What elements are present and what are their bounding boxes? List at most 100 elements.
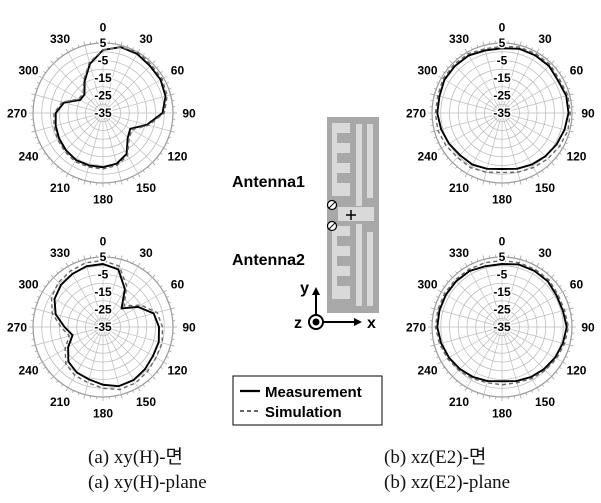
- outer-tick: [160, 152, 163, 155]
- outer-tick: [56, 166, 59, 169]
- grid-spoke: [501, 112, 563, 149]
- angle-label: 330: [449, 246, 469, 260]
- outer-tick: [170, 307, 175, 310]
- outer-tick: [163, 289, 168, 293]
- outer-tick: [61, 267, 64, 270]
- outer-tick: [120, 394, 123, 399]
- angle-label: 30: [538, 32, 552, 46]
- angle-label: 90: [581, 321, 595, 335]
- outer-tick: [160, 366, 163, 369]
- outer-tick: [536, 262, 540, 267]
- caption-a-english: (a) xy(H)-plane: [88, 472, 207, 493]
- grid-spoke: [35, 308, 104, 328]
- grid-spoke: [452, 63, 503, 114]
- outer-tick: [83, 180, 86, 185]
- outer-tick: [65, 387, 69, 392]
- grid-spoke: [102, 326, 171, 346]
- grid-spoke: [102, 112, 164, 149]
- outer-tick: [525, 178, 528, 182]
- outer-tick: [546, 380, 549, 383]
- outer-tick: [565, 82, 568, 84]
- outer-tick: [72, 261, 74, 264]
- outer-tick: [61, 53, 64, 56]
- outer-tick: [562, 289, 567, 293]
- grid-spoke: [42, 291, 104, 328]
- outer-tick: [436, 142, 439, 144]
- outer-tick: [120, 180, 123, 185]
- grid-spoke: [483, 259, 503, 328]
- angle-label: 180: [492, 193, 512, 207]
- outer-tick: [541, 170, 544, 173]
- outer-tick: [455, 166, 458, 169]
- outer-tick: [551, 376, 555, 380]
- angle-label: 60: [171, 64, 185, 78]
- outer-tick: [430, 130, 435, 133]
- polar-plot-xy-bottom: 5 -5 -15 -25 -35 0 30 60 90 120 150 180 210 240 270 300…: [7, 235, 196, 421]
- grid-spoke: [483, 326, 503, 395]
- outer-tick: [565, 296, 568, 298]
- polar-plot-xz-top: 5 -5 -15 -25 -35 0 30 60 90 120 150 180 210 240 270 300…: [406, 21, 595, 207]
- angle-label: 120: [566, 150, 586, 164]
- angle-label: 30: [538, 246, 552, 260]
- outer-tick: [565, 356, 568, 358]
- angle-label: 210: [449, 181, 469, 195]
- angle-label: 90: [182, 107, 196, 121]
- outer-tick: [436, 296, 439, 298]
- outer-tick: [137, 262, 141, 267]
- grid-spoke: [102, 77, 164, 114]
- outer-tick: [152, 162, 156, 166]
- series-measurement-line: [436, 47, 570, 170]
- grid-spoke: [35, 94, 104, 114]
- outer-tick: [436, 356, 439, 358]
- outer-tick: [56, 380, 59, 383]
- outer-tick: [442, 71, 445, 74]
- outer-tick: [168, 350, 172, 353]
- outer-tick: [569, 344, 574, 347]
- angle-label: 0: [100, 235, 107, 249]
- outer-tick: [61, 170, 64, 173]
- grid-spoke: [501, 45, 521, 114]
- outer-tick: [562, 75, 567, 79]
- grid-spoke: [102, 326, 153, 377]
- legend-box: [232, 375, 383, 426]
- outer-tick: [442, 366, 445, 369]
- grid-spoke: [67, 326, 104, 388]
- grid-spoke: [53, 63, 104, 114]
- outer-tick: [47, 371, 50, 374]
- outer-tick: [31, 307, 36, 310]
- outer-tick: [170, 344, 175, 347]
- radial-tick-label: -5: [98, 268, 109, 282]
- grid-spoke: [434, 94, 503, 114]
- angle-label: 120: [566, 364, 586, 378]
- outer-tick: [34, 87, 38, 90]
- outer-tick: [525, 392, 528, 396]
- outer-tick: [163, 147, 168, 151]
- grid-spoke: [501, 112, 570, 132]
- grid-spoke: [501, 112, 538, 174]
- outer-tick: [546, 57, 549, 60]
- outer-tick: [449, 376, 453, 380]
- outer-tick: [430, 93, 435, 96]
- grid-spoke: [501, 291, 563, 328]
- outer-tick: [536, 173, 540, 178]
- axis-y-label: y: [300, 280, 309, 297]
- port1-marker-line: [328, 201, 336, 209]
- caption-b-korean: (b) xz(E2)-면: [384, 447, 487, 468]
- outer-tick: [166, 356, 169, 358]
- outer-tick: [83, 394, 86, 399]
- outer-tick: [551, 162, 555, 166]
- series-measurement-line: [53, 263, 160, 388]
- angle-label: 300: [19, 64, 39, 78]
- outer-tick: [50, 60, 54, 64]
- outer-tick: [31, 93, 36, 96]
- outer-tick: [160, 71, 163, 74]
- outer-tick: [34, 301, 38, 304]
- outer-tick: [142, 170, 145, 173]
- angle-label: 210: [449, 395, 469, 409]
- antenna2-strip-right: [367, 232, 373, 306]
- outer-tick: [569, 130, 574, 133]
- feed-bar: [338, 207, 374, 221]
- outer-tick: [433, 301, 437, 304]
- outer-tick: [559, 152, 562, 155]
